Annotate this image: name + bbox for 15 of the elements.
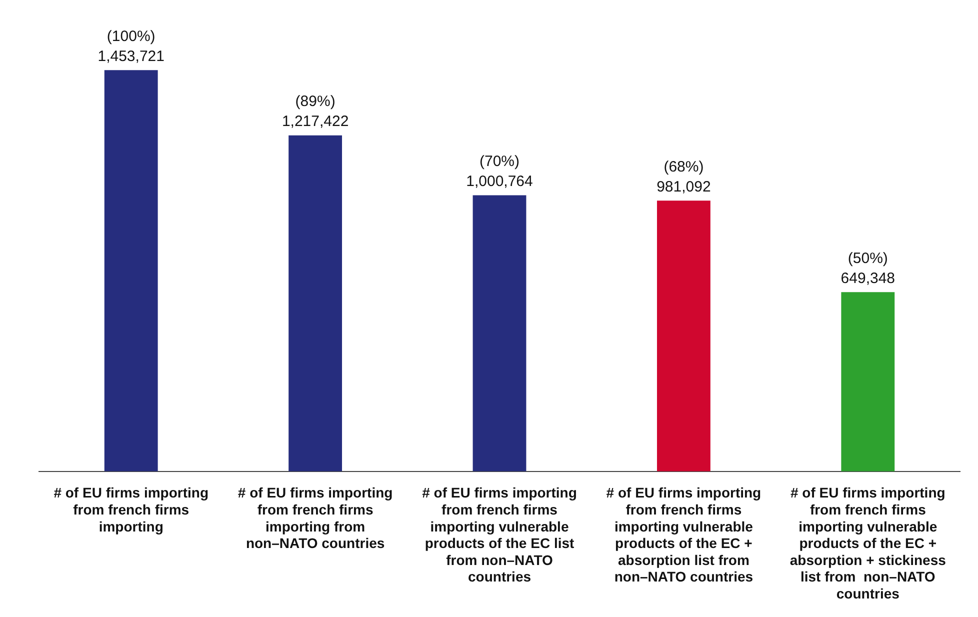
x-tick-label: # of EU firms importing from french firms importing <box>54 484 208 534</box>
bar <box>104 70 158 472</box>
data-label: (70%) 1,000,764 <box>466 152 533 190</box>
x-tick-label: # of EU firms importing from french firms importing from non–NATO countries <box>238 484 393 552</box>
x-tick-label: # of EU firms importing from french firms importing vulnerable products of the EC list from non–NATO countries <box>422 484 577 585</box>
x-tick-label: # of EU firms importing from french firms importing vulnerable products of the EC + absorption list from non–NATO countries <box>606 484 762 585</box>
bar <box>288 135 342 472</box>
data-label: (89%) 1,217,422 <box>282 93 349 130</box>
bar <box>841 292 895 472</box>
data-label: (50%) 649,348 <box>840 250 896 287</box>
bar <box>656 200 710 472</box>
bar <box>472 195 526 472</box>
data-label: (68%) 981,092 <box>656 158 711 196</box>
data-label: (100%) 1,453,721 <box>98 28 164 65</box>
x-tick-label: # of EU firms importing from french firms importing vulnerable products of the EC + absorption + stickiness list from non–NATO countries <box>790 484 946 602</box>
